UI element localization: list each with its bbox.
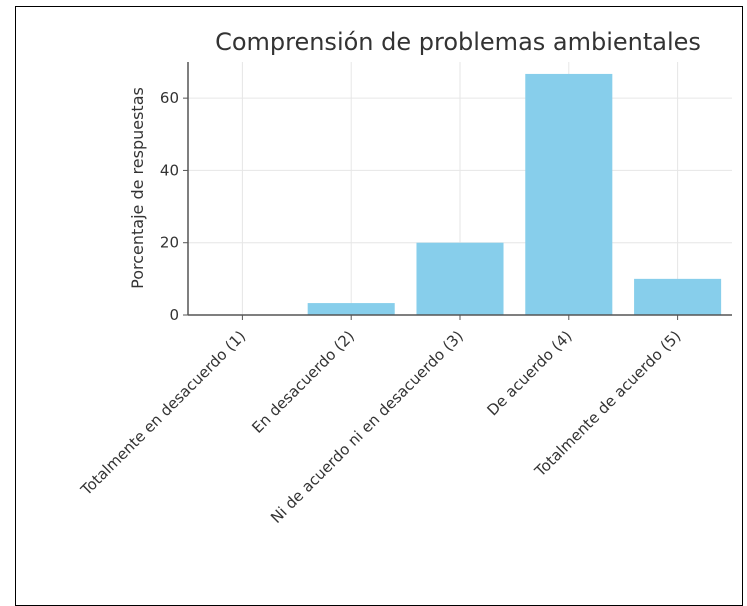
y-tick-label-0: 0 <box>169 306 179 324</box>
chart-title: Comprensión de problemas ambientales <box>215 28 701 56</box>
x-tick-label-2: En desacuerdo (2) <box>248 327 358 437</box>
y-tick-label-2: 40 <box>160 161 179 179</box>
bar-3 <box>416 242 504 315</box>
y-tick-label-3: 60 <box>160 89 179 107</box>
bar-2 <box>307 303 395 315</box>
bar-5 <box>634 278 722 315</box>
y-tick-label-1: 20 <box>160 234 179 252</box>
bars-layer <box>307 73 722 315</box>
x-tick-label-3: Ni de acuerdo ni en desacuerdo (3) <box>267 327 467 527</box>
y-ticks: 0 20 40 60 <box>160 89 188 324</box>
x-tick-label-1: Totalmente en desacuerdo (1) <box>77 327 250 500</box>
bar-4 <box>525 73 613 315</box>
x-ticks: Totalmente en desacuerdo (1) En desacuerd… <box>77 315 684 527</box>
x-tick-label-4: De acuerdo (4) <box>483 327 575 419</box>
bar-chart: 0 20 40 60 Totalmente en desacuerdo (1) En d… <box>77 28 732 527</box>
y-axis-label: Porcentaje de respuestas <box>128 87 147 289</box>
